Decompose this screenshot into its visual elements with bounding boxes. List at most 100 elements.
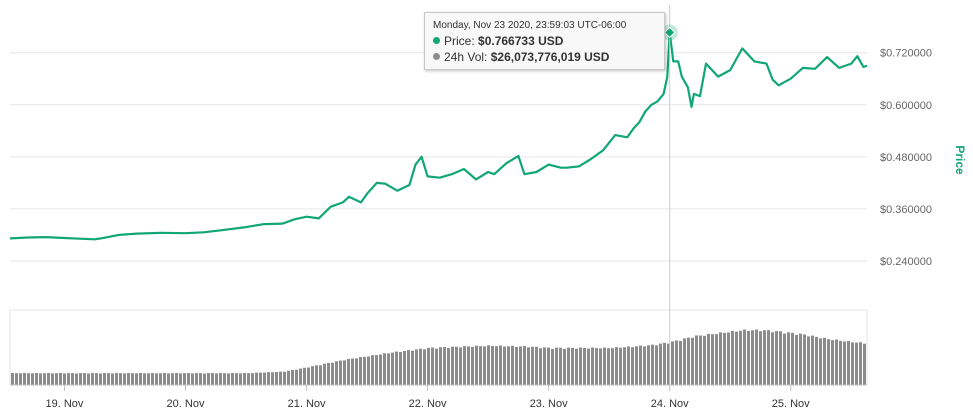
- volume-bar: [275, 372, 278, 385]
- volume-bar: [407, 350, 410, 385]
- volume-bar: [751, 330, 754, 385]
- volume-bar: [863, 343, 866, 385]
- volume-bar: [651, 344, 654, 385]
- volume-bar: [91, 373, 94, 385]
- volume-bar: [667, 343, 670, 385]
- volume-bar: [87, 373, 90, 385]
- volume-bar: [347, 358, 350, 385]
- volume-bar: [851, 342, 854, 385]
- volume-bar: [107, 373, 110, 385]
- volume-bar: [403, 350, 406, 385]
- volume-bar: [619, 347, 622, 385]
- volume-bar: [155, 373, 158, 385]
- y-tick-label: $0.240000: [880, 256, 932, 268]
- volume-bar: [779, 331, 782, 385]
- volume-bar: [47, 373, 50, 385]
- volume-bar: [271, 372, 274, 385]
- volume-bar: [167, 373, 170, 385]
- volume-bar: [79, 373, 82, 385]
- price-line: [9, 31, 868, 241]
- y-tick-label: $0.600000: [880, 100, 932, 112]
- volume-bar: [711, 334, 714, 385]
- volume-bar: [683, 338, 686, 385]
- volume-bar: [35, 373, 38, 385]
- volume-bar: [395, 351, 398, 385]
- tooltip-price-label: Price:: [444, 34, 475, 48]
- volume-bar: [263, 372, 266, 385]
- volume-bar: [119, 373, 122, 385]
- volume-bar: [287, 370, 290, 385]
- volume-bar: [411, 350, 414, 385]
- volume-bar: [111, 373, 114, 385]
- volume-bar: [171, 373, 174, 385]
- volume-bar: [623, 347, 626, 385]
- tooltip-volume-row: 24h Vol: $26,073,776,019 USD: [433, 49, 656, 65]
- volume-legend-dot-icon: [433, 53, 440, 60]
- volume-bar: [515, 346, 518, 385]
- volume-bar: [647, 345, 650, 385]
- volume-bar: [351, 358, 354, 385]
- volume-bar: [103, 373, 106, 385]
- y-axis-title: Price: [953, 145, 967, 175]
- volume-bar: [419, 348, 422, 385]
- volume-bar: [375, 355, 378, 385]
- volume-bar: [291, 369, 294, 385]
- volume-bar: [387, 353, 390, 385]
- volume-bar: [295, 369, 298, 385]
- volume-bar: [247, 373, 250, 385]
- volume-bar: [131, 373, 134, 385]
- volume-bar: [707, 333, 710, 385]
- volume-bar: [639, 345, 642, 385]
- volume-bar: [791, 332, 794, 385]
- volume-bar: [179, 373, 182, 385]
- volume-bar: [631, 347, 634, 385]
- volume-bars: [9, 309, 868, 386]
- volume-bar: [659, 343, 662, 385]
- volume-bar: [435, 348, 438, 385]
- volume-bar: [675, 340, 678, 385]
- y-tick-label: $0.720000: [880, 48, 932, 60]
- volume-bar: [227, 373, 230, 385]
- volume-bar: [599, 348, 602, 385]
- volume-bar: [503, 346, 506, 385]
- volume-bar: [19, 373, 22, 385]
- volume-bar: [303, 367, 306, 385]
- volume-bar: [259, 372, 262, 385]
- volume-bar: [627, 346, 630, 385]
- data-tooltip: Monday, Nov 23 2020, 23:59:03 UTC-06:00 …: [424, 12, 665, 70]
- volume-bar: [203, 373, 206, 385]
- volume-bar: [455, 346, 458, 385]
- volume-bar: [211, 373, 214, 385]
- volume-bar: [223, 373, 226, 385]
- volume-bar: [551, 348, 554, 385]
- volume-bar: [423, 349, 426, 385]
- volume-bar: [463, 346, 466, 385]
- volume-bar: [527, 347, 530, 385]
- volume-bar: [547, 347, 550, 385]
- volume-bar: [279, 371, 282, 385]
- volume-bar: [327, 362, 330, 385]
- volume-bar: [611, 348, 614, 385]
- tooltip-volume-label: 24h Vol:: [444, 50, 488, 64]
- volume-bar: [67, 373, 70, 385]
- volume-bar: [323, 363, 326, 385]
- volume-bar: [727, 332, 730, 385]
- volume-bar: [183, 373, 186, 385]
- volume-bar: [331, 362, 334, 385]
- volume-bar: [783, 333, 786, 385]
- volume-panel: [9, 309, 868, 386]
- volume-bar: [671, 341, 674, 385]
- volume-bar: [823, 337, 826, 385]
- x-tick-label: 25. Nov: [772, 398, 810, 410]
- volume-bar: [695, 335, 698, 385]
- volume-bar: [539, 348, 542, 385]
- volume-bar: [595, 348, 598, 385]
- volume-bar: [255, 372, 258, 385]
- volume-bar: [507, 346, 510, 385]
- volume-bar: [139, 373, 142, 385]
- volume-bar: [267, 372, 270, 385]
- volume-bar: [27, 373, 30, 385]
- volume-bar: [415, 349, 418, 385]
- volume-bar: [39, 373, 42, 385]
- volume-bar: [583, 347, 586, 385]
